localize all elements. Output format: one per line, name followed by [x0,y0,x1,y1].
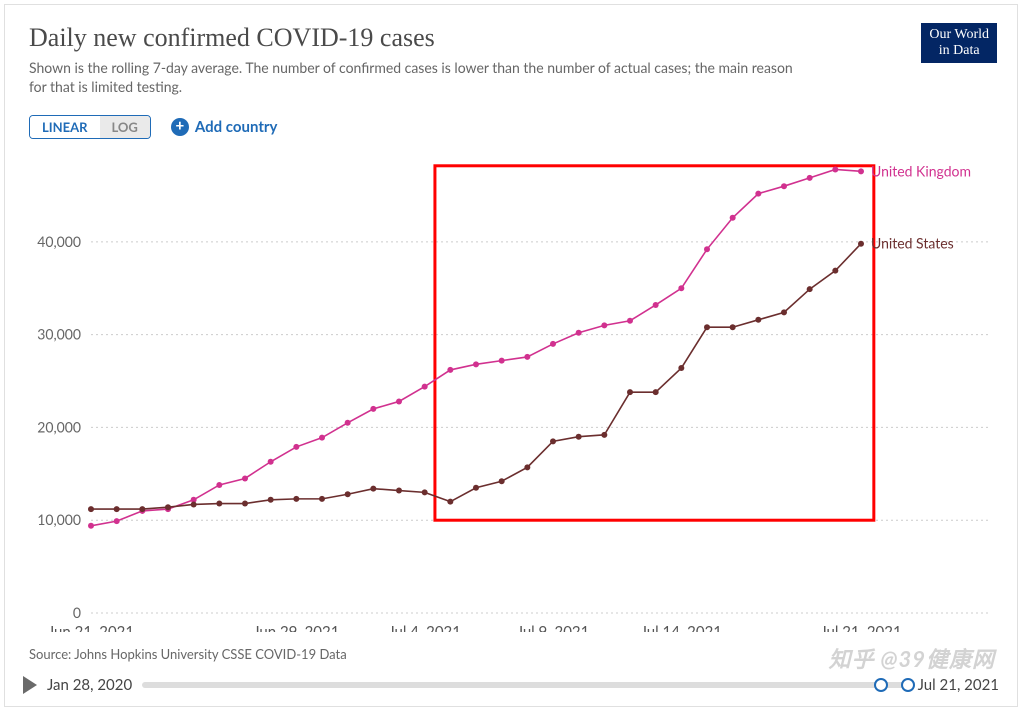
y-tick-label: 40,000 [37,233,81,250]
scale-toggle: LINEAR LOG [29,115,151,139]
series-point[interactable] [601,432,607,438]
series-point[interactable] [524,464,530,470]
series-point[interactable] [242,501,248,507]
timeline-track[interactable] [142,682,908,688]
y-tick-label: 30,000 [37,326,81,343]
series-point[interactable] [268,497,274,503]
series-point[interactable] [704,246,710,252]
highlight-box [435,166,874,520]
series-point[interactable] [396,398,402,404]
series-point[interactable] [216,501,222,507]
series-point[interactable] [370,406,376,412]
timeline-handle-start[interactable] [874,678,888,692]
series-point[interactable] [832,166,838,172]
source-text: Source: Johns Hopkins University CSSE CO… [29,646,347,662]
plus-icon: + [171,118,189,136]
series-point[interactable] [345,491,351,497]
series-point[interactable] [678,285,684,291]
series-point[interactable] [293,496,299,502]
series-point[interactable] [807,286,813,292]
series-point[interactable] [755,191,761,197]
series-point[interactable] [345,420,351,426]
series-point[interactable] [114,506,120,512]
x-tick-label: Jul 9, 2021 [517,623,590,632]
series-point[interactable] [730,215,736,221]
series-point[interactable] [755,317,761,323]
header: Daily new confirmed COVID-19 cases Shown… [5,5,1017,97]
series-point[interactable] [601,322,607,328]
chart-title: Daily new confirmed COVID-19 cases [29,23,993,53]
series-point[interactable] [627,389,633,395]
timeline-end-label: Jul 21, 2021 [918,676,999,694]
y-tick-label: 20,000 [37,418,81,435]
x-tick-label: Jul 21, 2021 [820,623,901,632]
series-point[interactable] [653,389,659,395]
series-point[interactable] [422,384,428,390]
series-point[interactable] [370,486,376,492]
series-point[interactable] [447,367,453,373]
series-point[interactable] [499,478,505,484]
series-point[interactable] [832,268,838,274]
controls-row: LINEAR LOG + Add country [5,97,1017,147]
series-point[interactable] [319,496,325,502]
x-tick-label: Jul 14, 2021 [641,623,722,632]
scale-linear-button[interactable]: LINEAR [30,116,100,138]
series-point[interactable] [858,241,864,247]
logo-line1: Our World [929,27,989,43]
series-point[interactable] [88,506,94,512]
y-tick-label: 10,000 [37,511,81,528]
series-point[interactable] [550,438,556,444]
series-point[interactable] [678,365,684,371]
series-label[interactable]: United States [871,235,954,252]
chart-area: 0 10,000 20,000 30,000 40,000 Jun 21, 2021 Jun… [29,163,1001,632]
logo-line2: in Data [929,43,989,59]
add-country-label: Add country [195,118,278,136]
series-point[interactable] [550,341,556,347]
series-point[interactable] [524,354,530,360]
series-point[interactable] [242,475,248,481]
series-point[interactable] [88,523,94,529]
series-point[interactable] [576,330,582,336]
x-tick-label: Jul 4, 2021 [388,623,461,632]
chart-subtitle: Shown is the rolling 7-day average. The … [29,59,809,97]
series-point[interactable] [499,358,505,364]
series-point[interactable] [730,324,736,330]
play-icon[interactable] [23,676,37,694]
series-point[interactable] [114,518,120,524]
series-point[interactable] [858,168,864,174]
scale-log-button[interactable]: LOG [100,116,150,138]
x-tick-label: Jun 29, 2021 [253,623,339,632]
chart-card: Daily new confirmed COVID-19 cases Shown… [4,4,1018,707]
series-point[interactable] [293,444,299,450]
series-point[interactable] [396,488,402,494]
series-line [91,169,861,525]
series-label[interactable]: United Kingdom [871,163,971,179]
series-point[interactable] [704,324,710,330]
timeline-start-label: Jan 28, 2020 [47,676,132,694]
series-point[interactable] [268,459,274,465]
series-point[interactable] [653,302,659,308]
line-chart-svg: 0 10,000 20,000 30,000 40,000 Jun 21, 2021 Jun… [29,163,1001,632]
series-point[interactable] [447,499,453,505]
series-point[interactable] [191,501,197,507]
series-point[interactable] [216,482,222,488]
y-tick-label: 0 [73,604,81,621]
x-tick-label: Jun 21, 2021 [48,623,134,632]
timeline-handle-end[interactable] [901,678,915,692]
series-point[interactable] [473,485,479,491]
series-point[interactable] [781,183,787,189]
series-point[interactable] [473,361,479,367]
timeline: Jan 28, 2020 Jul 21, 2021 [23,670,999,700]
add-country-button[interactable]: + Add country [171,118,278,136]
series-point[interactable] [781,309,787,315]
series-point[interactable] [422,489,428,495]
series-point[interactable] [165,504,171,510]
owid-logo[interactable]: Our World in Data [921,23,997,63]
series-point[interactable] [576,434,582,440]
series-point[interactable] [627,318,633,324]
series-line [91,244,861,509]
series-point[interactable] [139,506,145,512]
series-point[interactable] [807,175,813,181]
series-point[interactable] [319,435,325,441]
